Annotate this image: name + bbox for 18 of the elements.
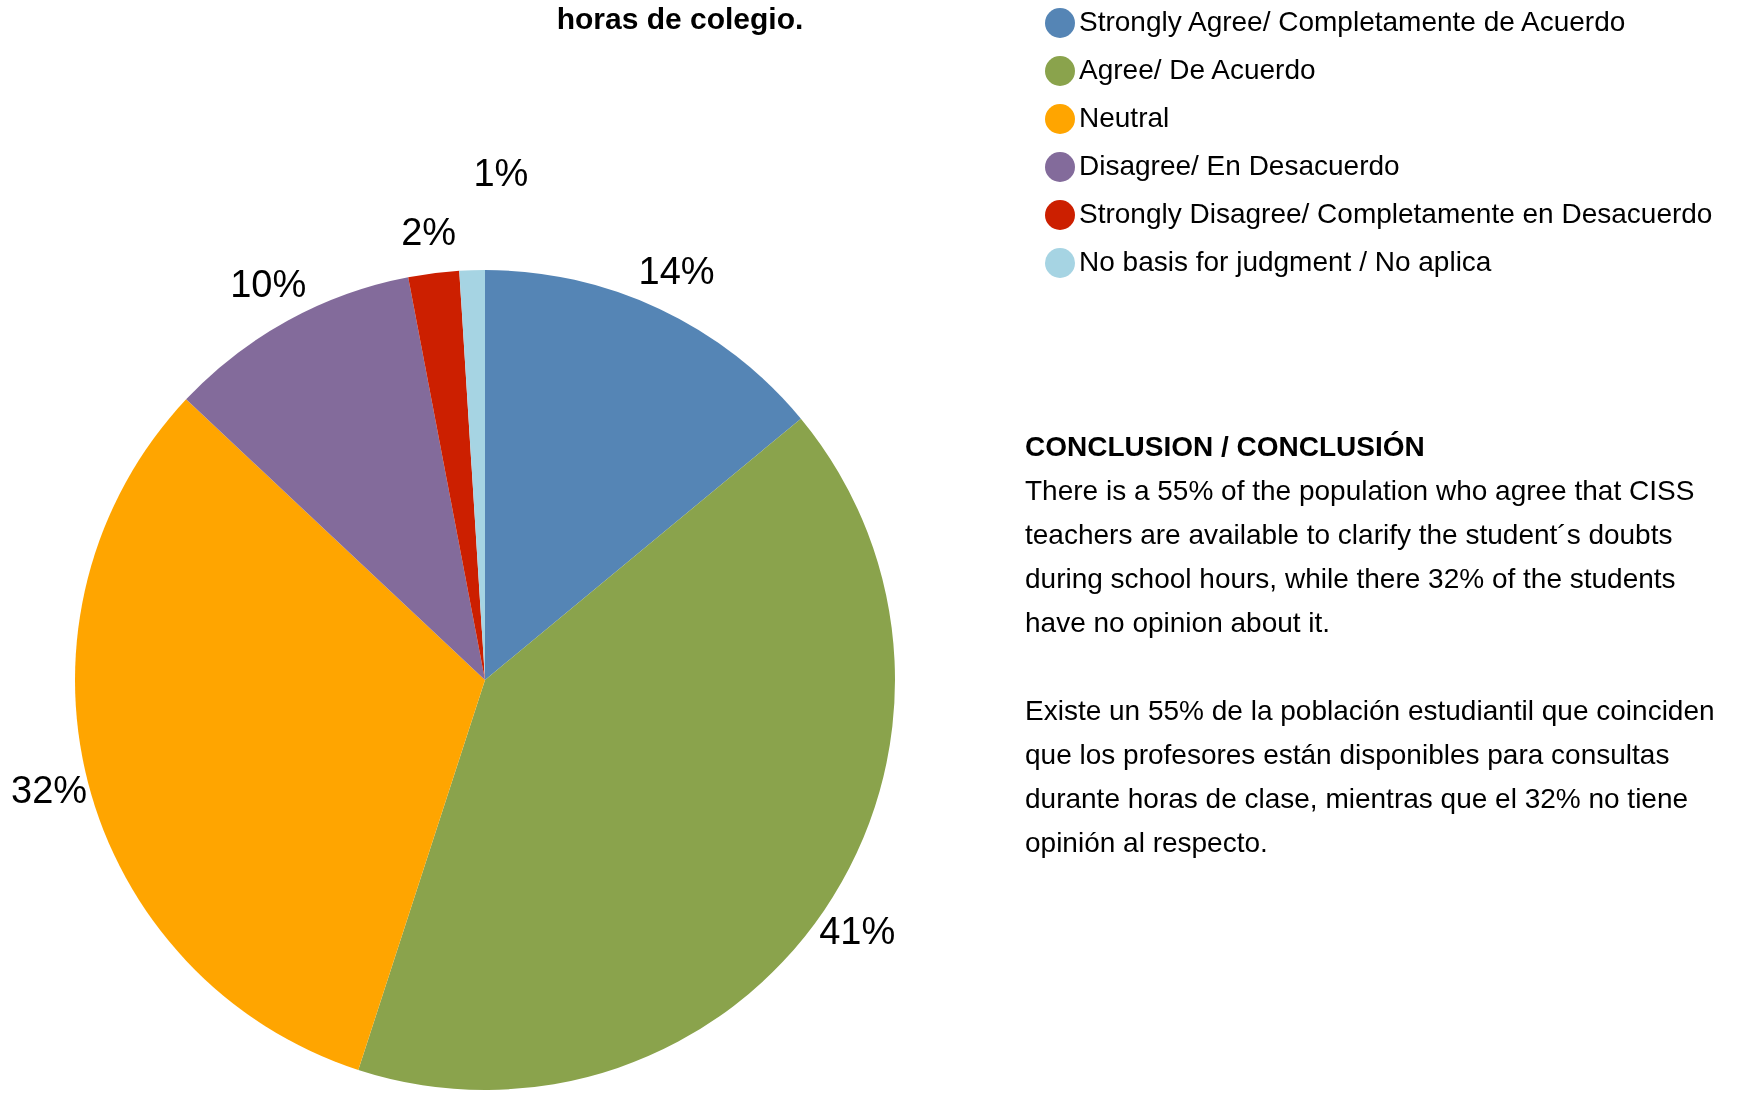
data-label: 32%: [11, 768, 88, 811]
legend-label: No basis for judgment / No aplica: [1079, 246, 1492, 277]
text: Existe un 55% de la población estudiantil que coinciden que los profesores están disponibles para consultas durante horas de clase, mientras que el 32% no tiene opinión al respecto.: [1025, 694, 1716, 860]
data-label: 10%: [230, 262, 307, 305]
pie-slice: [408, 270, 485, 680]
chart-title: horas de colegio.: [555, 2, 805, 36]
data-label: 14%: [638, 249, 715, 292]
legend-label: Disagree/ En Desacuerdo: [1079, 150, 1400, 181]
legend-label: Agree/ De Acuerdo: [1079, 54, 1316, 85]
legend-label: Neutral: [1079, 102, 1170, 133]
data-label: 2%: [401, 210, 457, 253]
data-label: 1%: [473, 152, 529, 195]
data-label: 41%: [819, 909, 896, 952]
legend-label: Strongly Disagree/ Completamente en Desacuerdo: [1079, 198, 1713, 229]
pie-slice: [358, 418, 895, 1090]
text: CONCLUSION / CONCLUSIÓN: [1025, 430, 1426, 464]
legend-label: Strongly Agree/ Completamente de Acuerdo: [1079, 6, 1626, 37]
text: There is a 55% of the population who agree that CISS teachers are available to clarify the student´s doubts during school hours, while there 32% of the students have no opinion about it.: [1025, 474, 1696, 640]
